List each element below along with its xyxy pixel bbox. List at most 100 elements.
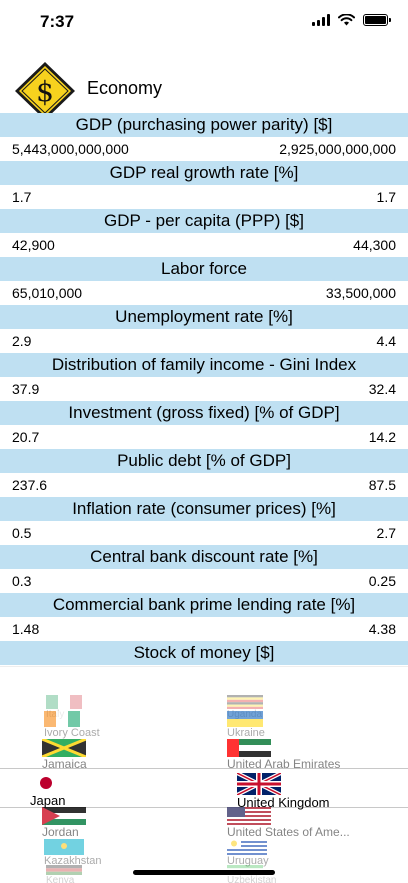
left-country-value: 1.7: [12, 189, 32, 205]
flag-united-states-icon: [227, 807, 271, 825]
row-values: 1.7 1.7: [0, 185, 408, 209]
row-label: GDP (purchasing power parity) [$]: [0, 113, 408, 137]
right-picker-item[interactable]: United Arab Emirates: [227, 739, 340, 771]
home-indicator[interactable]: [133, 870, 275, 875]
economy-data-list[interactable]: GDP (purchasing power parity) [$] 5,443,…: [0, 113, 408, 666]
flag-kazakhstan-icon: [44, 839, 84, 855]
row-label: Public debt [% of GDP]: [0, 449, 408, 473]
country-name: Ivory Coast: [44, 727, 100, 739]
battery-icon: [363, 14, 391, 26]
left-country-value: 65,010,000: [12, 285, 83, 301]
left-picker-item[interactable]: Jamaica: [42, 739, 87, 771]
row-values: 65,010,000 33,500,000: [0, 281, 408, 305]
status-time: 7:37: [40, 12, 75, 31]
row-values: 0.3 0.25: [0, 569, 408, 593]
flag-ivory-coast-icon: [44, 711, 80, 727]
flag-italy-icon: [46, 695, 82, 709]
row-label: Commercial bank prime lending rate [%]: [0, 593, 408, 617]
row-values: 42,900 44,300: [0, 233, 408, 257]
flag-kenya-icon: [46, 865, 82, 875]
country-name: Kazakhstan: [44, 855, 102, 867]
right-country-value: 87.5: [368, 477, 396, 493]
left-picker-item[interactable]: Kazakhstan: [44, 839, 101, 867]
svg-text:$: $: [36, 75, 54, 108]
section-title: Economy: [87, 78, 163, 98]
right-country-value: 2.7: [376, 525, 396, 541]
row-label: Unemployment rate [%]: [0, 305, 408, 329]
row-values: 2.9 4.4: [0, 329, 408, 353]
left-country-value: 2.9: [12, 333, 32, 349]
right-country-value: 0.25: [368, 573, 396, 589]
selected-country-left: Japan: [30, 793, 66, 808]
status-icons: [312, 14, 391, 26]
row-label: Distribution of family income - Gini Ind…: [0, 353, 408, 377]
selection-indicator-bottom: [0, 807, 408, 808]
country-name: United States of Ame...: [227, 825, 350, 839]
flag-uae-icon: [227, 739, 271, 757]
right-country-value: 4.4: [376, 333, 396, 349]
picker-row-selected[interactable]: Japan United Kingdom: [0, 771, 408, 810]
country-name: Kenya: [46, 875, 75, 883]
right-country-value: 32.4: [368, 381, 396, 397]
right-picker-item[interactable]: Uruguay: [227, 839, 269, 867]
row-values: 37.9 32.4: [0, 377, 408, 401]
flag-united-kingdom-icon: [237, 773, 281, 795]
country-name: Jamaica: [42, 757, 87, 771]
flag-jordan-icon: [42, 807, 86, 825]
row-values: 0.5 2.7: [0, 521, 408, 545]
cellular-signal-icon: [312, 14, 330, 26]
row-values: 5,443,000,000,000 2,925,000,000,000: [0, 137, 408, 161]
row-values: 1.48 4.38: [0, 617, 408, 641]
right-country-value: 2,925,000,000,000: [279, 141, 396, 157]
country-name: Jordan: [42, 825, 79, 839]
right-country-value: 44,300: [353, 237, 396, 253]
flag-uruguay-icon: [227, 839, 267, 855]
right-country-value: 14.2: [368, 429, 396, 445]
picker-row[interactable]: Jordan United States of Ame...: [0, 807, 408, 839]
selected-country-right: United Kingdom: [237, 795, 330, 810]
row-values: 20.7 14.2: [0, 425, 408, 449]
selection-indicator-top: [0, 768, 408, 769]
country-name: Uruguay: [227, 855, 269, 867]
country-name: Uzbekistan: [227, 875, 277, 883]
left-country-value: 237.6: [12, 477, 48, 493]
picker-row[interactable]: Jamaica United Arab Emirates: [0, 739, 408, 771]
wifi-icon: [338, 14, 355, 26]
country-name: United Arab Emirates: [227, 757, 341, 771]
left-country-value: 20.7: [12, 429, 40, 445]
country-picker[interactable]: Italy Uganda Ivory Coast Ukraine Jamaica…: [0, 666, 408, 883]
left-picker-item[interactable]: Jordan: [42, 807, 86, 839]
row-label: Inflation rate (consumer prices) [%]: [0, 497, 408, 521]
row-label: GDP real growth rate [%]: [0, 161, 408, 185]
flag-japan-icon: [30, 773, 62, 793]
row-label: Stock of money [$]: [0, 641, 408, 665]
right-picker-item-selected[interactable]: United Kingdom: [237, 773, 330, 810]
left-country-value: 5,443,000,000,000: [12, 141, 129, 157]
row-values: 237.6 87.5: [0, 473, 408, 497]
left-country-value: 42,900: [12, 237, 55, 253]
row-label: Labor force: [0, 257, 408, 281]
right-picker-item[interactable]: Ukraine: [227, 711, 265, 739]
left-picker-item[interactable]: Ivory Coast: [44, 711, 100, 739]
right-country-value: 33,500,000: [325, 285, 396, 301]
left-country-value: 1.48: [12, 621, 40, 637]
row-label: Investment (gross fixed) [% of GDP]: [0, 401, 408, 425]
left-picker-item[interactable]: Kenya: [46, 865, 82, 883]
section-header: $ Economy: [0, 58, 408, 120]
dollar-sign-icon: $: [15, 62, 75, 120]
right-country-value: 1.7: [376, 189, 396, 205]
right-country-value: 4.38: [368, 621, 396, 637]
left-country-value: 0.5: [12, 525, 32, 541]
left-country-value: 0.3: [12, 573, 32, 589]
row-label: GDP - per capita (PPP) [$]: [0, 209, 408, 233]
row-label: Central bank discount rate [%]: [0, 545, 408, 569]
flag-uganda-icon: [227, 695, 263, 709]
flag-ukraine-icon: [227, 711, 263, 727]
flag-jamaica-icon: [42, 739, 86, 757]
left-country-value: 37.9: [12, 381, 40, 397]
picker-row[interactable]: Kazakhstan Uruguay: [0, 839, 408, 867]
picker-row[interactable]: Ivory Coast Ukraine: [0, 711, 408, 739]
left-picker-item-selected[interactable]: Japan: [30, 773, 65, 808]
right-picker-item[interactable]: United States of Ame...: [227, 807, 350, 839]
status-bar: 7:37: [0, 0, 408, 46]
